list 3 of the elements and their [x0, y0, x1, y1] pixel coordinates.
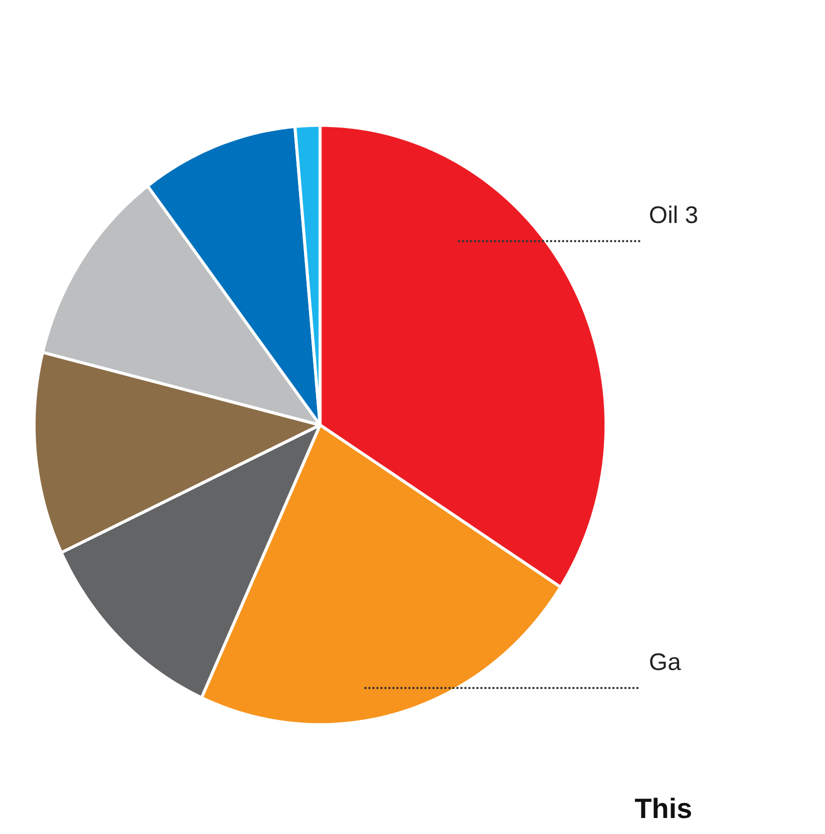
slice-label: Oil 3 — [648, 202, 698, 230]
slice-label: Ga — [648, 648, 682, 676]
text: This — [634, 793, 692, 824]
